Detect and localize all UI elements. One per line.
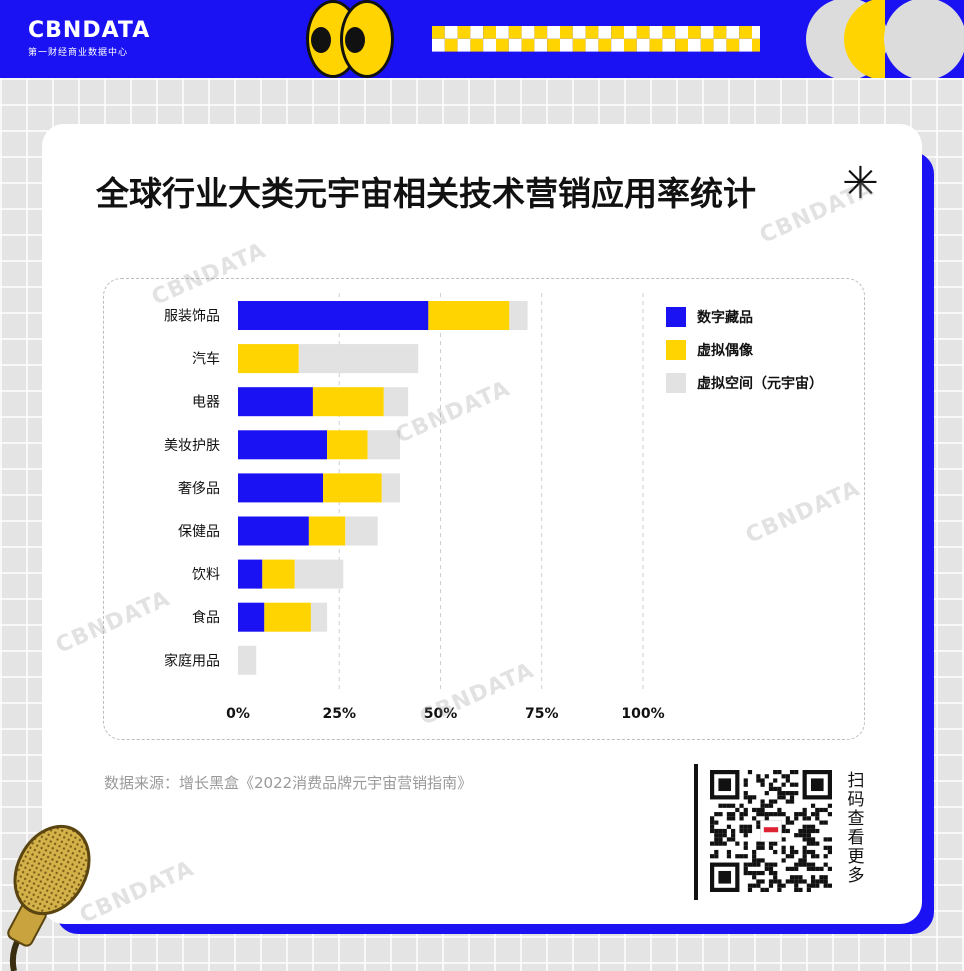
bar-segment: [428, 301, 510, 330]
right-eye-icon: [340, 0, 394, 78]
bar-segment: [262, 559, 295, 589]
bar-segment: [238, 473, 324, 503]
category-label: 家庭用品: [164, 652, 220, 669]
x-tick-label: 50%: [424, 706, 458, 722]
category-label: 食品: [192, 609, 220, 626]
category-label: 保健品: [178, 524, 220, 540]
bar-segment: [308, 516, 346, 546]
grey-circle-icon: [884, 0, 964, 78]
category-label: 汽车: [192, 351, 220, 368]
microphone-icon: [7, 824, 91, 971]
page-title: 全球行业大类元宇宙相关技术营销应用率统计: [96, 174, 756, 213]
bar-segment: [312, 387, 384, 417]
legend-swatch: [666, 307, 686, 327]
bar-segment: [298, 344, 419, 374]
data-source: 数据来源：增长黑盒《2022消费品牌元宇宙营销指南》: [104, 774, 473, 792]
bar-segment: [238, 645, 257, 675]
bar-segment: [238, 387, 313, 417]
bar-segment: [327, 430, 368, 460]
header-banner: CBNDATA 第一财经商业数据中心: [0, 0, 964, 78]
divider: [694, 764, 698, 900]
brand-tagline: 第一财经商业数据中心: [28, 48, 129, 58]
bar-segment: [238, 301, 429, 330]
legend-label: 虚拟偶像: [697, 342, 754, 359]
bar-segment: [367, 430, 400, 460]
bar-segment: [509, 301, 528, 330]
x-tick-label: 25%: [322, 706, 356, 722]
brand-name: CBNDATA: [28, 18, 151, 43]
bar-segment: [294, 559, 344, 589]
bar-segment: [238, 516, 309, 546]
category-label: 服装饰品: [164, 309, 220, 325]
bar-segment: [383, 387, 409, 417]
bar-segment: [238, 559, 263, 589]
legend-swatch: [666, 340, 686, 360]
bar-segment: [310, 602, 328, 632]
brand-logo: CBNDATA 第一财经商业数据中心: [28, 18, 150, 58]
x-tick-label: 0%: [226, 706, 250, 722]
asterisk-icon: ✳: [842, 158, 879, 209]
bar-segment: [238, 344, 299, 374]
x-tick-label: 100%: [621, 706, 664, 722]
bar-segment: [345, 516, 378, 546]
legend-swatch: [666, 373, 686, 393]
qr-caption: 扫码查看更多: [847, 771, 865, 886]
bar-segment: [238, 602, 265, 632]
bar-segment: [238, 430, 328, 460]
checker-pattern-icon: [432, 26, 760, 52]
x-tick-label: 75%: [525, 706, 559, 722]
category-label: 美妆护肤: [164, 438, 220, 454]
bar-segment: [264, 602, 311, 632]
category-label: 饮料: [192, 567, 220, 583]
qr-code-icon[interactable]: [710, 770, 832, 892]
legend-label: 虚拟空间（元宇宙）: [697, 375, 823, 392]
category-label: 奢侈品: [178, 481, 220, 497]
chart-frame: 服装饰品汽车电器美妆护肤奢侈品保健品饮料食品家庭用品 0% 25% 50% 75% 100…: [103, 278, 865, 740]
legend-label: 数字藏品: [697, 309, 753, 326]
bar-segment: [381, 473, 400, 503]
bar-segment: [323, 473, 382, 503]
category-label: 电器: [192, 395, 220, 411]
